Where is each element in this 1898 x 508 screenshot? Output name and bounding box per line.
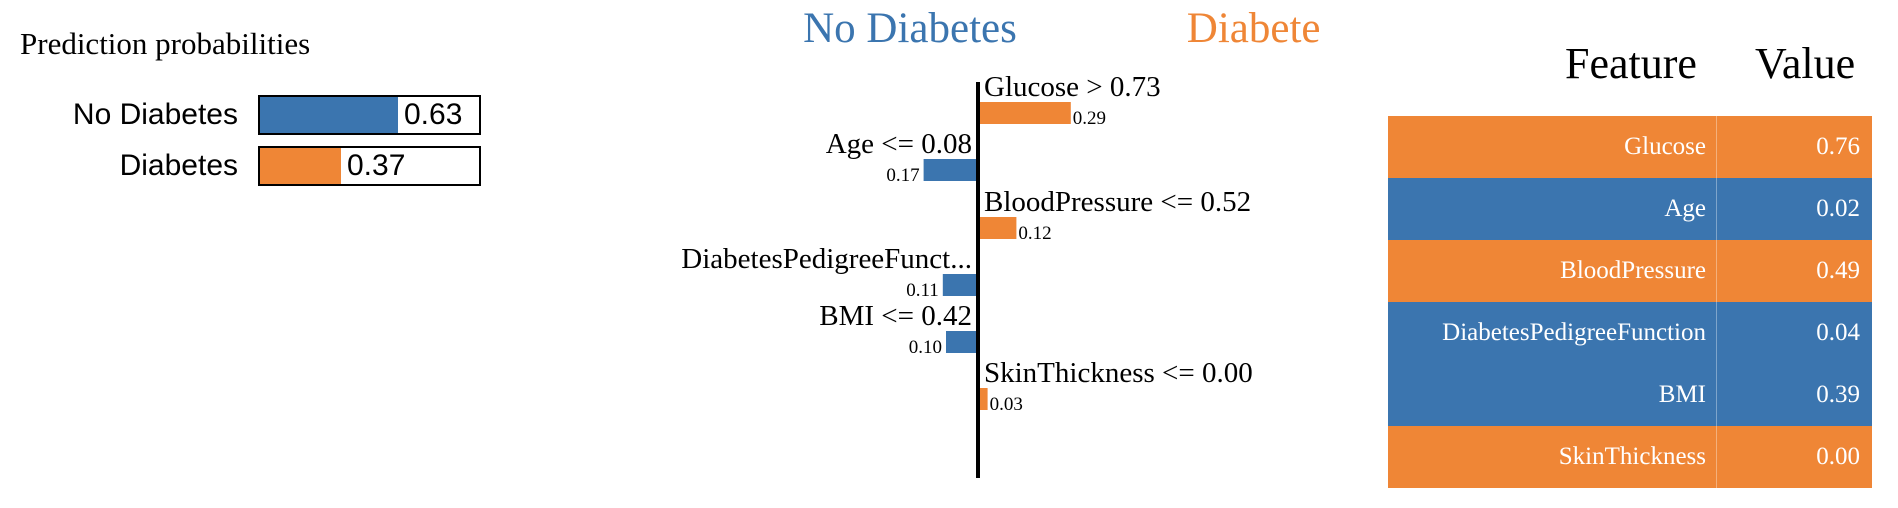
feature-bar — [978, 217, 1017, 239]
feature-condition-label: SkinThickness <= 0.00 — [984, 357, 1253, 389]
prediction-probabilities-title: Prediction probabilities — [20, 26, 311, 61]
table-cell-feature: Glucose — [1388, 116, 1717, 178]
feature-condition-label: DiabetesPedigreeFunct... — [681, 243, 972, 275]
class-heading-diabetes: Diabetes — [1187, 5, 1320, 52]
proba-label: Diabetes — [119, 149, 238, 182]
proba-value: 0.37 — [343, 148, 410, 184]
feature-condition-label: BloodPressure <= 0.52 — [984, 186, 1251, 218]
feature-weight-label: 0.10 — [909, 337, 942, 358]
table-row: BMI 0.39 — [1388, 364, 1872, 426]
table-header-feature: Feature — [1565, 39, 1697, 88]
table-cell-value: 0.02 — [1816, 195, 1860, 222]
feature-bar — [978, 388, 988, 410]
proba-label: No Diabetes — [72, 98, 238, 131]
proba-value: 0.63 — [400, 97, 467, 133]
table-cell-feature: BloodPressure — [1388, 240, 1717, 302]
table-cell-value: 0.00 — [1816, 443, 1860, 470]
table-header-value: Value — [1755, 39, 1856, 88]
feature-value-table: Feature Value Glucose 0.76 Age 0.02 BloodPre… — [1388, 0, 1872, 508]
table-row: DiabetesPedigreeFunction 0.04 — [1388, 302, 1872, 364]
table-cell-feature: Age — [1388, 178, 1717, 240]
table-cell-value: 0.76 — [1816, 133, 1860, 160]
feature-weight-label: 0.17 — [886, 165, 919, 186]
feature-bar — [946, 331, 978, 353]
feature-condition-label: BMI <= 0.42 — [819, 300, 972, 332]
feature-weight-label: 0.12 — [1018, 223, 1051, 244]
table-row: BloodPressure 0.49 — [1388, 240, 1872, 302]
table-cell-feature: SkinThickness — [1388, 426, 1717, 488]
table-row: Glucose 0.76 — [1388, 116, 1872, 178]
proba-row-no-diabetes: No Diabetes 0.63 — [0, 95, 490, 135]
table-cell-value: 0.39 — [1816, 381, 1860, 408]
feature-bar — [923, 159, 978, 181]
proba-row-diabetes: Diabetes 0.37 — [0, 146, 490, 186]
proba-bar-fill — [260, 148, 341, 184]
feature-bar — [942, 274, 978, 296]
feature-bar — [978, 102, 1071, 124]
feature-condition-label: Glucose > 0.73 — [984, 71, 1161, 103]
explanation-chart: No Diabetes Diabetes Glucose > 0.73 0.29 A… — [681, 5, 1320, 478]
feature-condition-label: Age <= 0.08 — [826, 128, 972, 160]
table-row: Age 0.02 — [1388, 178, 1872, 240]
table-cell-feature: BMI — [1388, 364, 1717, 426]
table-row: SkinThickness 0.00 — [1388, 426, 1872, 488]
feature-weight-label: 0.11 — [906, 280, 939, 301]
proba-bar-frame: 0.63 — [258, 95, 481, 135]
proba-bar-frame: 0.37 — [258, 146, 481, 186]
table-cell-value: 0.04 — [1816, 319, 1860, 346]
class-heading-no-diabetes: No Diabetes — [803, 5, 1017, 52]
proba-bar-fill — [260, 97, 398, 133]
feature-weight-label: 0.03 — [990, 394, 1023, 415]
table-cell-feature: DiabetesPedigreeFunction — [1388, 302, 1717, 364]
table-cell-value: 0.49 — [1816, 257, 1860, 284]
feature-weight-label: 0.29 — [1073, 108, 1106, 129]
